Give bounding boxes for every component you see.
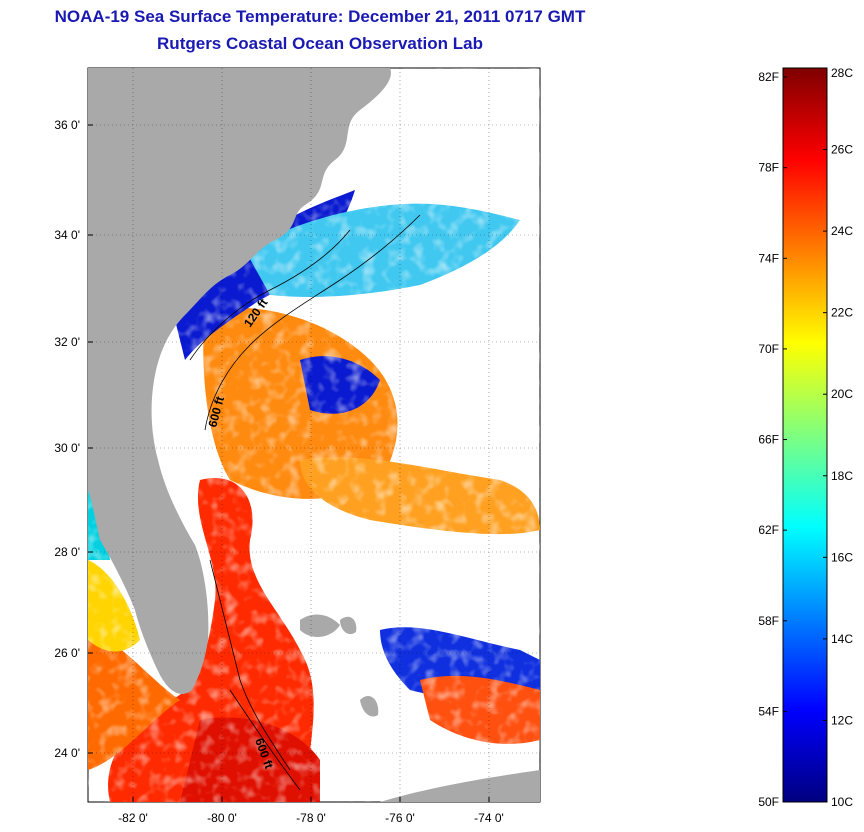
land-mass xyxy=(88,68,391,695)
lon-label--78: -78 0' xyxy=(296,811,326,825)
lon-tick-labels: -82 0' -80 0' -78 0' -76 0' -74 0' xyxy=(118,811,504,825)
contour-shelf-south xyxy=(209,559,291,771)
bahamas-island-3 xyxy=(360,695,379,717)
sst-field xyxy=(88,68,540,802)
page-subtitle: Rutgers Coastal Ocean Observation Lab xyxy=(157,34,483,53)
lat-label-32: 32 0' xyxy=(54,335,80,349)
map-gridlines xyxy=(88,68,540,802)
lon-label--74: -74 0' xyxy=(474,811,504,825)
bahamas-island-2 xyxy=(340,616,357,635)
lat-label-36: 36 0' xyxy=(54,118,80,132)
lat-label-26: 26 0' xyxy=(54,646,80,660)
lat-label-28: 28 0' xyxy=(54,545,80,559)
lon-label--76: -76 0' xyxy=(385,811,415,825)
lat-label-30: 30 0' xyxy=(54,441,80,455)
lat-tick-labels: 24 0' 26 0' 28 0' 30 0' 32 0' 34 0' 36 0… xyxy=(54,118,80,760)
lon-label--82: -82 0' xyxy=(118,811,148,825)
page-title: NOAA-19 Sea Surface Temperature: Decembe… xyxy=(54,7,586,26)
axis-ticks xyxy=(88,124,490,802)
lat-label-34: 34 0' xyxy=(54,228,80,242)
bahamas-island-1 xyxy=(300,614,340,637)
contour-600ft-south xyxy=(229,689,301,791)
contour-120ft xyxy=(189,229,351,361)
contour-600ft xyxy=(204,214,421,431)
depth-contours xyxy=(189,214,421,791)
cuba-edge xyxy=(380,770,540,802)
lat-label-24: 24 0' xyxy=(54,746,80,760)
lon-label--80: -80 0' xyxy=(207,811,237,825)
